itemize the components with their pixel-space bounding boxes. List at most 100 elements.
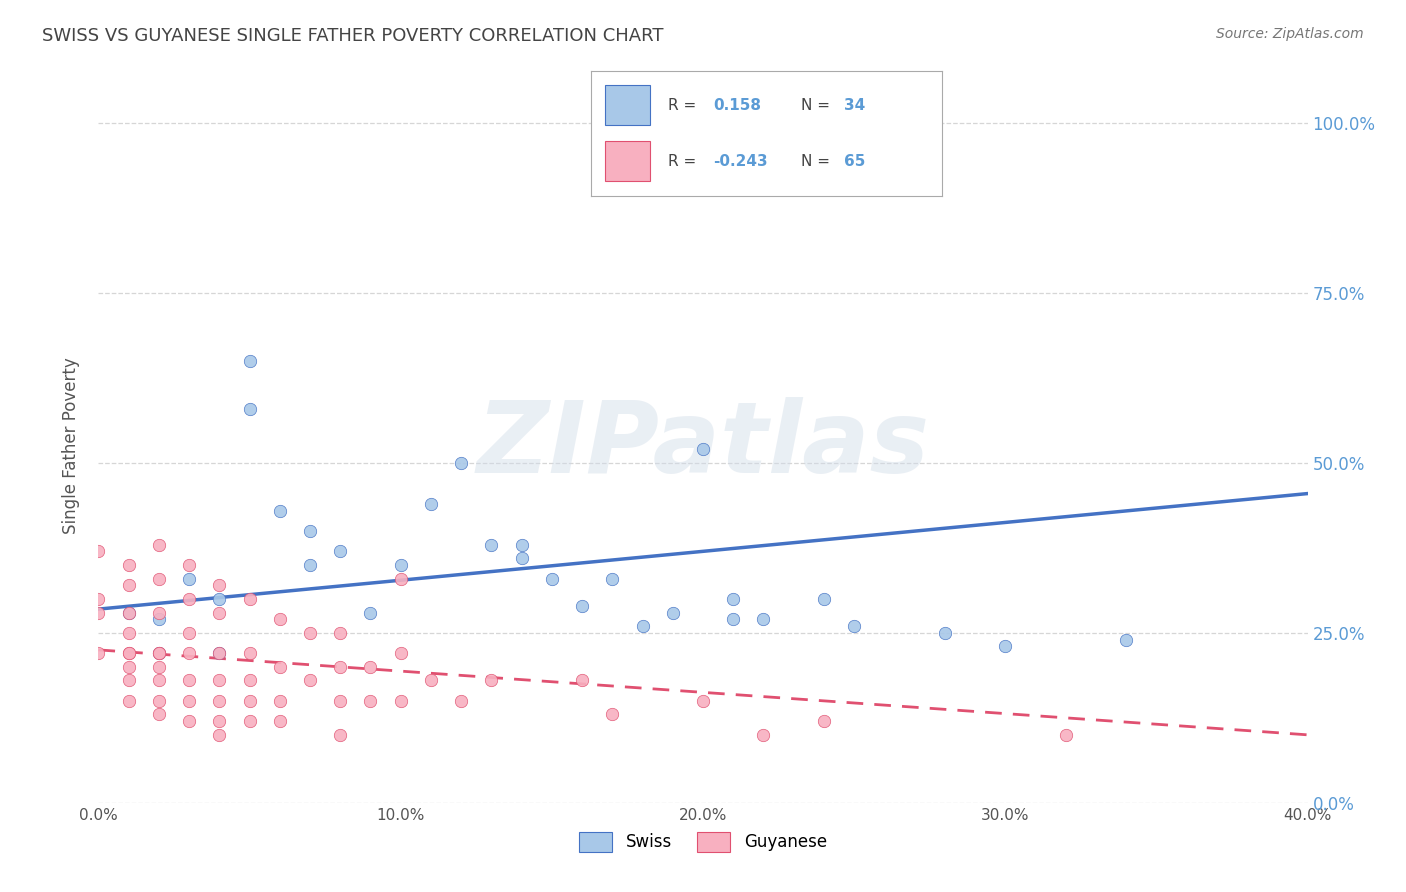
- Text: 65: 65: [844, 153, 865, 169]
- Y-axis label: Single Father Poverty: Single Father Poverty: [62, 358, 80, 534]
- Point: [179, 694, 201, 708]
- Point: [540, 572, 562, 586]
- Point: [420, 497, 443, 511]
- Point: [208, 591, 231, 606]
- Point: [148, 646, 170, 660]
- Point: [661, 606, 683, 620]
- Point: [87, 646, 110, 660]
- Point: [723, 591, 745, 606]
- Point: [148, 673, 170, 688]
- Point: [329, 626, 352, 640]
- Text: N =: N =: [801, 153, 835, 169]
- Point: [148, 606, 170, 620]
- Point: [360, 660, 382, 674]
- Text: -0.243: -0.243: [713, 153, 768, 169]
- Text: R =: R =: [668, 153, 702, 169]
- Text: N =: N =: [801, 97, 835, 112]
- Point: [87, 591, 110, 606]
- Text: R =: R =: [668, 97, 702, 112]
- Point: [239, 401, 262, 416]
- Point: [118, 578, 141, 592]
- Point: [1115, 632, 1137, 647]
- Point: [148, 646, 170, 660]
- Point: [602, 572, 624, 586]
- Point: [179, 591, 201, 606]
- Point: [723, 612, 745, 626]
- Point: [631, 619, 654, 633]
- Point: [118, 606, 141, 620]
- Point: [208, 714, 231, 729]
- Point: [208, 728, 231, 742]
- Point: [118, 660, 141, 674]
- Point: [87, 544, 110, 558]
- Point: [179, 714, 201, 729]
- Point: [752, 728, 775, 742]
- Text: ZIPatlas: ZIPatlas: [477, 398, 929, 494]
- Point: [389, 572, 412, 586]
- Point: [269, 660, 291, 674]
- Point: [1054, 728, 1077, 742]
- Point: [510, 551, 533, 566]
- Point: [208, 694, 231, 708]
- Point: [269, 714, 291, 729]
- Point: [118, 646, 141, 660]
- Text: 34: 34: [844, 97, 865, 112]
- Point: [118, 606, 141, 620]
- Point: [299, 626, 322, 640]
- Point: [239, 354, 262, 368]
- Point: [844, 619, 866, 633]
- Point: [208, 578, 231, 592]
- Point: [148, 707, 170, 722]
- Point: [148, 612, 170, 626]
- Point: [692, 442, 714, 457]
- Point: [118, 673, 141, 688]
- Point: [571, 599, 593, 613]
- Point: [571, 673, 593, 688]
- Point: [269, 694, 291, 708]
- Point: [510, 537, 533, 551]
- Point: [148, 660, 170, 674]
- Point: [208, 646, 231, 660]
- Point: [239, 714, 262, 729]
- Point: [329, 544, 352, 558]
- Point: [118, 646, 141, 660]
- Point: [934, 626, 956, 640]
- Point: [148, 646, 170, 660]
- Point: [329, 728, 352, 742]
- Point: [208, 673, 231, 688]
- Point: [239, 694, 262, 708]
- Point: [179, 673, 201, 688]
- Point: [602, 707, 624, 722]
- Point: [148, 537, 170, 551]
- Point: [481, 673, 503, 688]
- Point: [360, 606, 382, 620]
- Point: [179, 558, 201, 572]
- Point: [389, 694, 412, 708]
- Point: [389, 558, 412, 572]
- Text: 0.158: 0.158: [713, 97, 762, 112]
- Point: [179, 646, 201, 660]
- Point: [450, 456, 472, 470]
- Point: [389, 646, 412, 660]
- Point: [118, 694, 141, 708]
- Point: [239, 673, 262, 688]
- Point: [148, 572, 170, 586]
- Point: [269, 612, 291, 626]
- Point: [994, 640, 1017, 654]
- Point: [299, 673, 322, 688]
- Point: [87, 606, 110, 620]
- Point: [360, 694, 382, 708]
- Point: [179, 626, 201, 640]
- Text: SWISS VS GUYANESE SINGLE FATHER POVERTY CORRELATION CHART: SWISS VS GUYANESE SINGLE FATHER POVERTY …: [42, 27, 664, 45]
- Point: [239, 646, 262, 660]
- Text: Source: ZipAtlas.com: Source: ZipAtlas.com: [1216, 27, 1364, 41]
- FancyBboxPatch shape: [605, 141, 650, 181]
- Point: [148, 694, 170, 708]
- Point: [329, 660, 352, 674]
- Point: [118, 558, 141, 572]
- Point: [481, 537, 503, 551]
- Point: [813, 591, 835, 606]
- Point: [208, 606, 231, 620]
- Point: [752, 612, 775, 626]
- Point: [269, 503, 291, 517]
